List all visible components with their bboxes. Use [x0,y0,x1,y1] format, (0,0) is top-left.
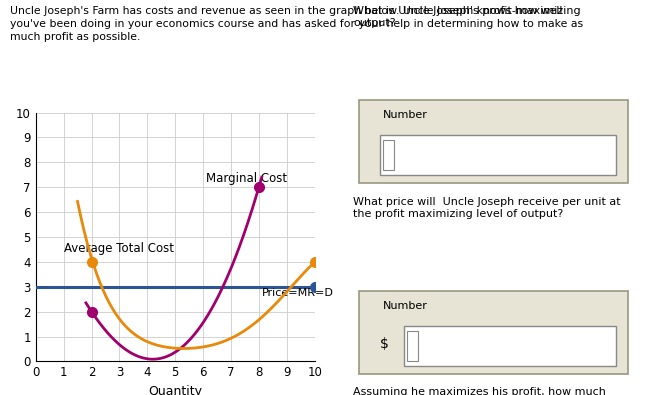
X-axis label: Quantity: Quantity [148,385,202,395]
Text: Number: Number [383,110,428,120]
Text: What is Uncle Joseph's profit-maximizing
output?: What is Uncle Joseph's profit-maximizing… [353,6,581,28]
Text: Average Total Cost: Average Total Cost [64,242,173,255]
FancyBboxPatch shape [359,100,628,183]
Text: Marginal Cost: Marginal Cost [206,172,287,185]
FancyBboxPatch shape [404,326,616,366]
Text: Uncle Joseph's Farm has costs and revenue as seen in the graph below. Uncle Jose: Uncle Joseph's Farm has costs and revenu… [10,6,583,42]
Text: Price=MR=D: Price=MR=D [262,288,334,298]
FancyBboxPatch shape [359,291,628,374]
Text: What price will  Uncle Joseph receive per unit at
the profit maximizing level of: What price will Uncle Joseph receive per… [353,197,621,219]
Text: Number: Number [383,301,428,310]
Text: Assuming he maximizes his profit, how much
profit will Uncle Joseph earn?: Assuming he maximizes his profit, how mu… [353,387,606,395]
Text: $: $ [380,337,389,351]
FancyBboxPatch shape [380,135,616,175]
FancyBboxPatch shape [383,140,394,170]
FancyBboxPatch shape [407,331,418,361]
